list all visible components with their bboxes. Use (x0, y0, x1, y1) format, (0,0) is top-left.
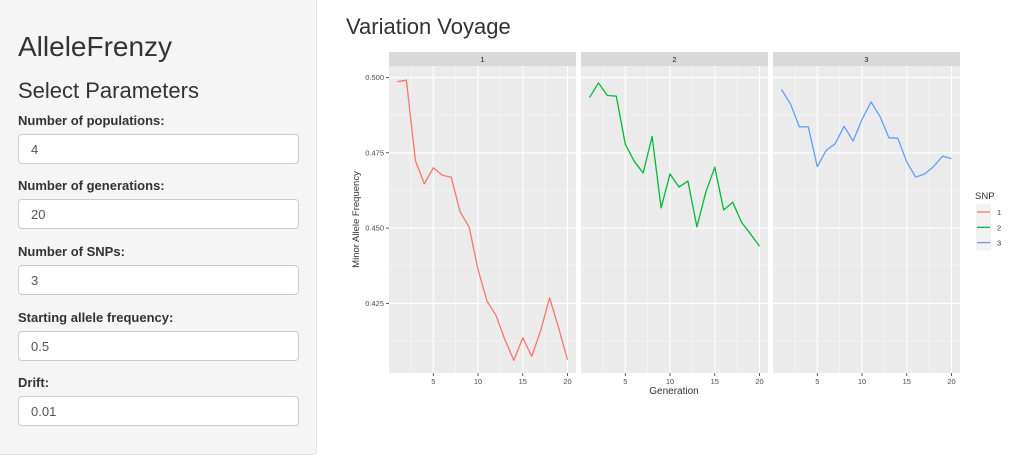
snps-label: Number of SNPs: (18, 244, 125, 259)
y-tick-label: 0.475 (365, 148, 384, 157)
main-title: Variation Voyage (346, 14, 511, 39)
app-title: AlleleFrenzy (18, 31, 173, 62)
sidebar-panel: AlleleFrenzy Select Parameters Number of… (0, 0, 317, 455)
legend-label: 3 (997, 239, 1001, 248)
x-axis-title: Generation (649, 386, 698, 397)
legend-label: 2 (997, 223, 1001, 232)
populations-label: Number of populations: (18, 113, 165, 128)
facet-panel-1: 1 (389, 52, 576, 373)
x-tick-label: 20 (755, 377, 763, 386)
legend-label: 1 (997, 208, 1001, 217)
x-tick-label: 15 (903, 377, 911, 386)
populations-input[interactable] (18, 134, 299, 164)
drift-label: Drift: (18, 375, 50, 390)
x-tick-label: 10 (666, 377, 674, 386)
x-tick-label: 10 (858, 377, 866, 386)
facet-strip-label: 3 (864, 55, 868, 64)
series-line-snp-1 (397, 79, 569, 361)
x-tick-label: 10 (474, 377, 482, 386)
facet-strip-label: 2 (672, 55, 676, 64)
generations-label: Number of generations: (18, 178, 165, 193)
facet-panel-3: 3 (773, 52, 960, 373)
facet-strip-label: 1 (480, 55, 484, 64)
y-tick-label: 0.450 (365, 224, 384, 233)
y-tick-label: 0.425 (365, 299, 384, 308)
x-tick-label: 15 (519, 377, 527, 386)
y-axis-title: Minor Allele Frequency (351, 171, 362, 268)
start-frequency-label: Starting allele frequency: (18, 310, 174, 325)
series-line-snp-3 (780, 89, 952, 178)
x-tick-label: 5 (623, 377, 627, 386)
legend-title: SNP (975, 191, 995, 202)
x-tick-label: 5 (431, 377, 435, 386)
start-frequency-input[interactable] (18, 331, 299, 361)
x-tick-label: 15 (711, 377, 719, 386)
generations-input[interactable] (18, 199, 299, 229)
series-line-snp-2 (588, 82, 761, 247)
snps-input[interactable] (18, 265, 299, 295)
section-title: Select Parameters (18, 78, 199, 103)
x-tick-label: 20 (563, 377, 571, 386)
facet-panel-2: 2 (581, 52, 768, 373)
drift-input[interactable] (18, 396, 299, 426)
x-tick-label: 20 (947, 377, 955, 386)
x-tick-label: 5 (815, 377, 819, 386)
y-tick-label: 0.500 (365, 73, 384, 82)
